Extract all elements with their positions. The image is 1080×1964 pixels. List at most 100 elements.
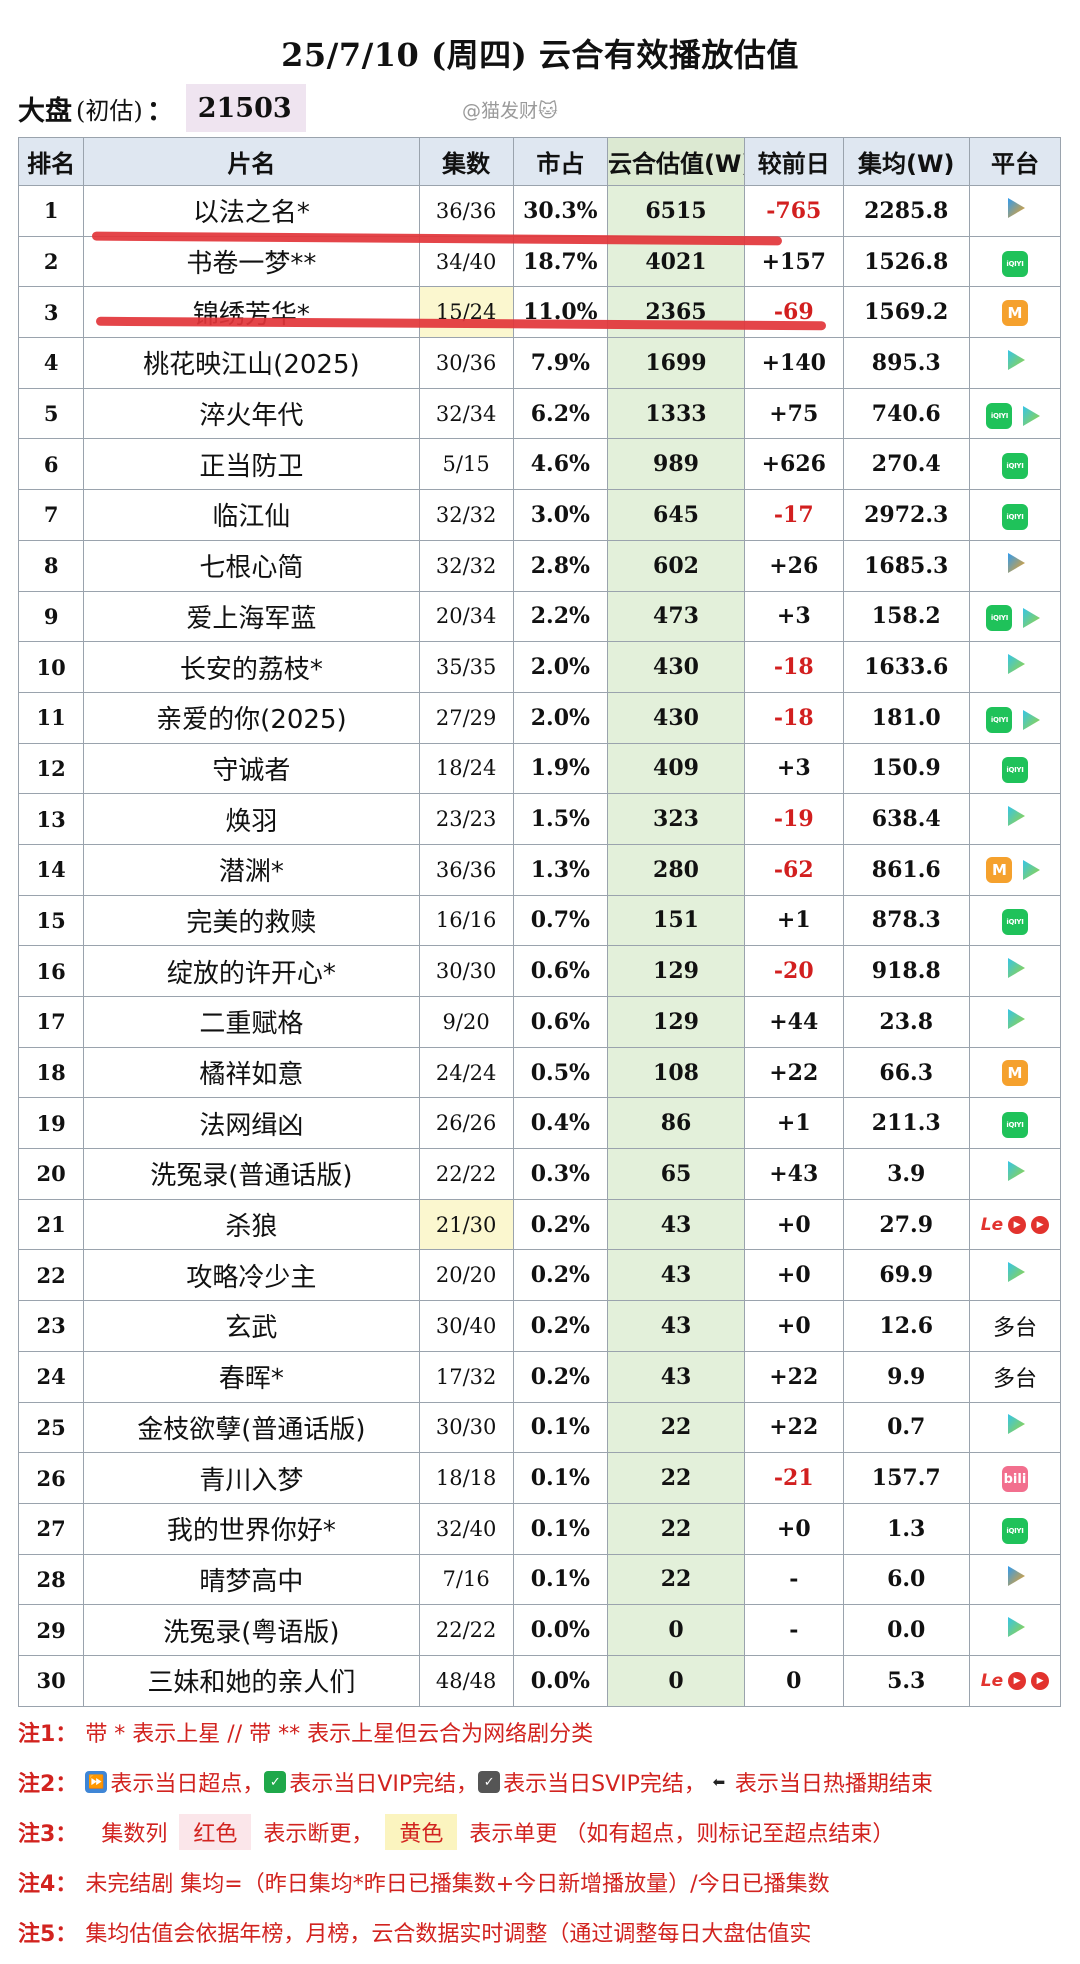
note-3-yellow: 黄色 bbox=[385, 1814, 458, 1850]
platform-multi: 多台 bbox=[992, 1315, 1037, 1341]
platform-cell: iQIYI bbox=[968, 1097, 1062, 1150]
mango-tv-icon: M bbox=[986, 857, 1013, 884]
share-cell: 0.0% bbox=[512, 1654, 608, 1707]
share-cell: 2.8% bbox=[512, 539, 608, 592]
avg-cell: 158.2 bbox=[842, 590, 970, 643]
episodes-cell: 18/24 bbox=[418, 742, 514, 795]
diff-cell: +44 bbox=[744, 996, 844, 1048]
rank-cell: 22 bbox=[17, 1249, 85, 1302]
avg-cell: 5.3 bbox=[842, 1654, 970, 1707]
youku-icon bbox=[1002, 1006, 1028, 1032]
youku-icon bbox=[1017, 403, 1043, 429]
episodes-cell: 24/24 bbox=[418, 1046, 514, 1099]
note-2-label: 注2： bbox=[18, 1772, 78, 1797]
share-cell: 0.2% bbox=[512, 1249, 608, 1302]
value-cell: 43 bbox=[606, 1198, 746, 1251]
note-1-text: 带 * 表示上星 // 带 ** 表示上星但云合为网络剧分类 bbox=[85, 1722, 594, 1747]
value-cell: 323 bbox=[606, 793, 746, 845]
tencent-video-icon bbox=[1002, 195, 1028, 221]
header-rank: 排名 bbox=[17, 137, 85, 186]
share-cell: 7.9% bbox=[512, 337, 608, 389]
name-cell: 亲爱的你(2025) bbox=[83, 691, 420, 744]
name-cell: 攻略冷少主 bbox=[83, 1249, 420, 1302]
table-row: 3 锦绣芳华* 15/24 11.0% 2365 -69 1569.2 M bbox=[17, 286, 1062, 339]
iqiyi-icon: iQIYI bbox=[1001, 1112, 1028, 1139]
value-cell: 0 bbox=[606, 1604, 746, 1656]
table-row: 4 桃花映江山(2025) 30/36 7.9% 1699 +140 895.3 bbox=[17, 337, 1062, 389]
platform-cell bbox=[968, 793, 1062, 845]
avg-cell: 861.6 bbox=[842, 843, 970, 896]
episodes-cell: 36/36 bbox=[418, 185, 514, 237]
share-cell: 1.5% bbox=[512, 793, 608, 845]
episodes-cell: 5/15 bbox=[418, 438, 514, 491]
name-cell: 淬火年代 bbox=[83, 387, 420, 440]
platform-cell bbox=[968, 1604, 1062, 1656]
platform-cell bbox=[968, 945, 1062, 997]
name-cell: 锦绣芳华* bbox=[83, 286, 420, 339]
table-row: 9 爱上海军蓝 20/34 2.2% 473 +3 158.2 iQIYI bbox=[17, 590, 1062, 643]
episodes-cell: 7/16 bbox=[418, 1553, 514, 1606]
platform-cell: M bbox=[968, 286, 1062, 339]
value-cell: 22 bbox=[606, 1553, 746, 1606]
share-cell: 0.5% bbox=[512, 1046, 608, 1099]
value-cell: 43 bbox=[606, 1300, 746, 1352]
value-cell: 280 bbox=[606, 843, 746, 896]
rank-cell: 2 bbox=[17, 235, 85, 288]
avg-cell: 878.3 bbox=[842, 894, 970, 947]
diff-cell: -19 bbox=[744, 793, 844, 845]
iqiyi-icon: iQIYI bbox=[1001, 757, 1028, 784]
name-cell: 爱上海军蓝 bbox=[83, 590, 420, 643]
name-cell: 春晖* bbox=[83, 1350, 420, 1403]
page-title: 25/7/10 (周四) 云合有效播放估值 bbox=[281, 36, 799, 74]
rank-cell: 19 bbox=[17, 1097, 85, 1150]
avg-cell: 157.7 bbox=[842, 1452, 970, 1504]
rank-cell: 21 bbox=[17, 1198, 85, 1251]
avg-cell: 6.0 bbox=[842, 1553, 970, 1606]
note-5: 注5： 集均估值会依据年榜，月榜，云合数据实时调整（通过调整每日大盘估值实 bbox=[18, 1907, 1061, 1957]
name-cell: 潜渊* bbox=[83, 843, 420, 896]
table-row: 26 青川入梦 18/18 0.1% 22 -21 157.7 bili bbox=[17, 1452, 1062, 1504]
share-cell: 0.1% bbox=[512, 1401, 608, 1454]
avg-cell: 66.3 bbox=[842, 1046, 970, 1099]
episodes-cell: 30/36 bbox=[418, 337, 514, 389]
table-row: 25 金枝欲孽(普通话版) 30/30 0.1% 22 +22 0.7 bbox=[17, 1401, 1062, 1454]
platform-cell bbox=[968, 1553, 1062, 1606]
episodes-cell: 20/20 bbox=[418, 1249, 514, 1302]
value-cell: 65 bbox=[606, 1148, 746, 1200]
note-4-text: 未完结剧 集均=（昨日集均*昨日已播集数+今日新增播放量）/今日已播集数 bbox=[85, 1872, 830, 1897]
name-cell: 橘祥如意 bbox=[83, 1046, 420, 1099]
header-share: 市占 bbox=[512, 137, 608, 186]
iqiyi-icon: iQIYI bbox=[986, 605, 1013, 632]
name-cell: 长安的荔枝* bbox=[83, 641, 420, 693]
avg-cell: 2972.3 bbox=[842, 489, 970, 541]
platform-cell bbox=[968, 641, 1062, 693]
table-row: 16 绽放的许开心* 30/30 0.6% 129 -20 918.8 bbox=[17, 945, 1062, 997]
value-cell: 409 bbox=[606, 742, 746, 795]
avg-cell: 23.8 bbox=[842, 996, 970, 1048]
episodes-cell: 27/29 bbox=[418, 691, 514, 744]
share-cell: 0.2% bbox=[512, 1350, 608, 1403]
avg-cell: 211.3 bbox=[842, 1097, 970, 1150]
rank-cell: 18 bbox=[17, 1046, 85, 1099]
rank-cell: 29 bbox=[17, 1604, 85, 1656]
table-row: 6 正当防卫 5/15 4.6% 989 +626 270.4 iQIYI bbox=[17, 438, 1062, 491]
value-cell: 6515 bbox=[606, 185, 746, 237]
platform-cell bbox=[968, 1148, 1062, 1200]
platform-cell: M bbox=[968, 843, 1062, 896]
dapan-colon: ： bbox=[146, 95, 174, 127]
table-row: 27 我的世界你好* 32/40 0.1% 22 +0 1.3 iQIYI bbox=[17, 1502, 1062, 1555]
share-cell: 0.2% bbox=[512, 1198, 608, 1251]
episodes-cell: 21/30 bbox=[418, 1198, 514, 1251]
name-cell: 三妹和她的亲人们 bbox=[83, 1654, 420, 1707]
platform-cell: bili bbox=[968, 1452, 1062, 1504]
diff-cell: +22 bbox=[744, 1046, 844, 1099]
value-cell: 430 bbox=[606, 691, 746, 744]
rank-cell: 24 bbox=[17, 1350, 85, 1403]
platform-cell bbox=[968, 1401, 1062, 1454]
value-cell: 430 bbox=[606, 641, 746, 693]
share-cell: 0.0% bbox=[512, 1604, 608, 1656]
table-row: 12 守诚者 18/24 1.9% 409 +3 150.9 iQIYI bbox=[17, 742, 1062, 795]
diff-cell: -765 bbox=[744, 185, 844, 237]
episodes-cell: 22/22 bbox=[418, 1604, 514, 1656]
avg-cell: 27.9 bbox=[842, 1198, 970, 1251]
